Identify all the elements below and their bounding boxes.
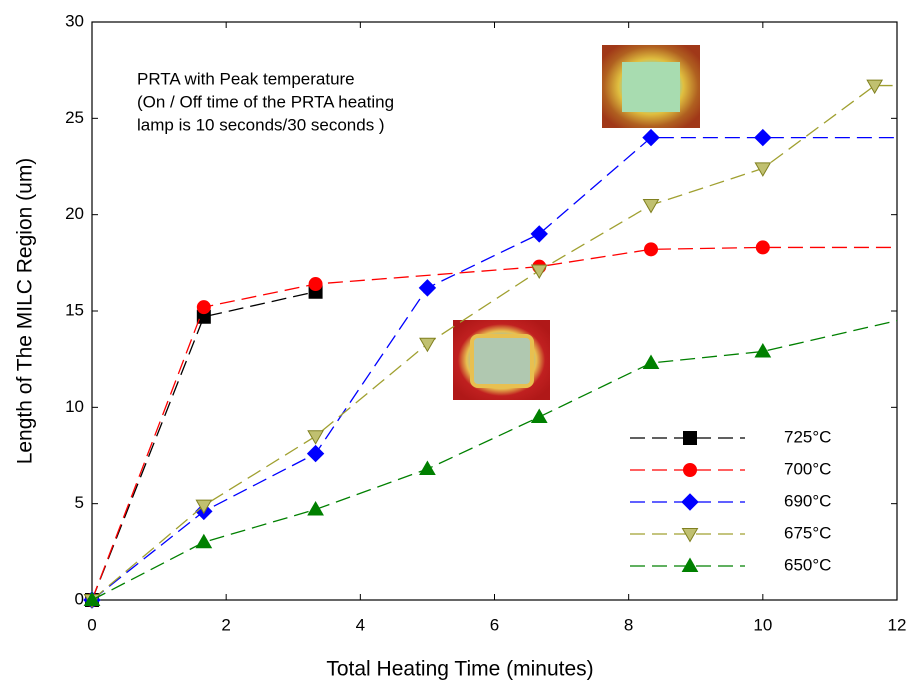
- x-tick-label: 2: [221, 615, 230, 634]
- marker: [754, 342, 772, 358]
- marker: [83, 591, 101, 606]
- legend-marker: [683, 463, 697, 477]
- legend-label: 700°C: [784, 459, 831, 478]
- legend-marker: [681, 528, 699, 543]
- marker: [195, 499, 213, 515]
- marker: [308, 277, 323, 292]
- x-tick-label: 8: [624, 615, 633, 634]
- marker: [419, 460, 436, 475]
- series-line: [91, 246, 897, 601]
- legend-label: 650°C: [784, 555, 831, 574]
- legend-marker: [681, 493, 699, 511]
- legend-marker: [683, 431, 697, 445]
- marker: [530, 225, 548, 243]
- marker: [307, 500, 324, 516]
- y-tick-label: 15: [65, 300, 84, 319]
- series-line: [91, 291, 316, 601]
- marker: [866, 79, 884, 95]
- legend-label: 675°C: [784, 523, 831, 542]
- y-tick-label: 25: [65, 108, 84, 127]
- marker: [642, 199, 660, 214]
- marker: [642, 128, 660, 147]
- marker: [644, 242, 659, 257]
- legend-label: 725°C: [784, 427, 831, 446]
- y-tick-label: 20: [65, 204, 84, 223]
- legend-label: 690°C: [784, 491, 831, 510]
- y-tick-label: 5: [75, 493, 84, 512]
- x-axis-title: Total Heating Time (minutes): [326, 658, 593, 681]
- x-tick-label: 10: [753, 615, 772, 634]
- marker: [755, 240, 770, 255]
- marker: [530, 408, 548, 423]
- y-axis-title: Length of The MILC Region (um): [14, 158, 37, 465]
- marker: [754, 128, 772, 147]
- y-tick-label: 30: [65, 11, 84, 30]
- series-line: [91, 319, 898, 601]
- marker: [306, 444, 325, 463]
- x-tick-label: 12: [888, 615, 907, 634]
- x-tick-label: 0: [87, 615, 96, 634]
- annotation: (On / Off time of the PRTA heating: [137, 92, 394, 111]
- marker: [754, 162, 772, 177]
- y-tick-label: 10: [65, 397, 84, 416]
- y-tick-label: 0: [75, 589, 84, 608]
- legend-marker: [681, 557, 699, 572]
- x-tick-label: 4: [356, 615, 365, 634]
- marker: [307, 430, 324, 445]
- marker: [195, 533, 213, 549]
- marker: [530, 264, 548, 280]
- annotation: lamp is 10 seconds/30 seconds ): [137, 115, 385, 134]
- inset-image: [470, 334, 534, 388]
- marker: [418, 279, 437, 297]
- annotation: PRTA with Peak temperature: [137, 69, 355, 88]
- marker: [642, 354, 660, 370]
- marker: [196, 300, 211, 315]
- series-line: [91, 136, 897, 601]
- inset-image: [622, 62, 680, 112]
- marker: [419, 337, 436, 353]
- x-tick-label: 6: [490, 615, 499, 634]
